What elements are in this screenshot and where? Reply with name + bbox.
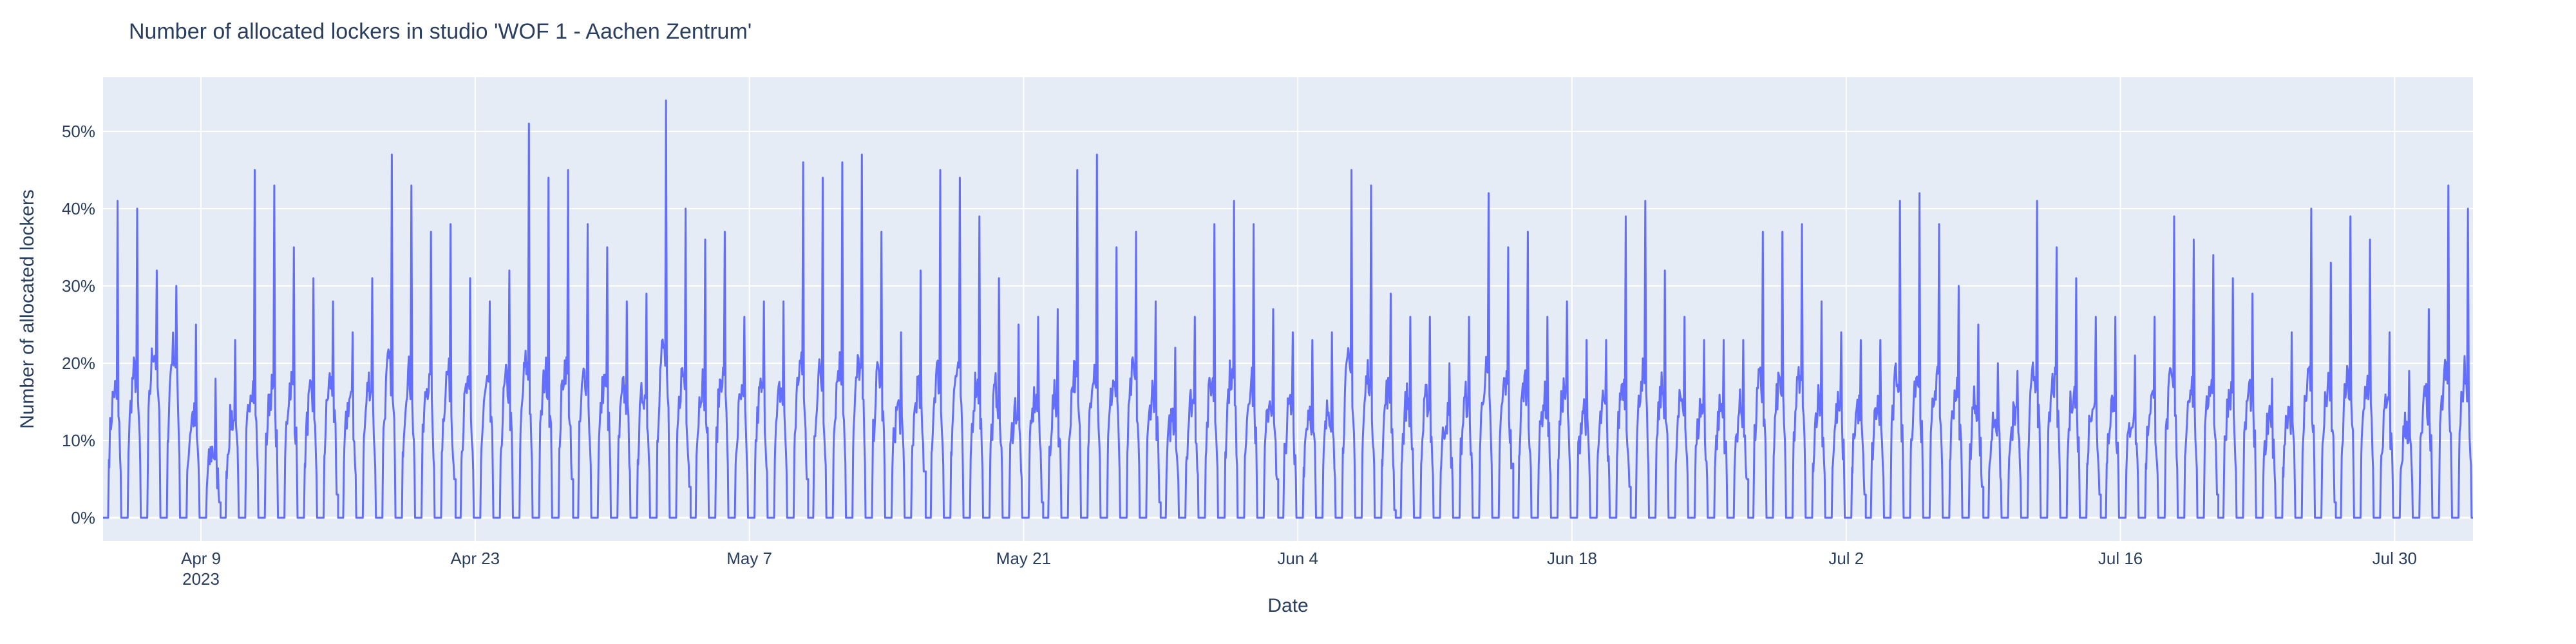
y-axis-label: Number of allocated lockers [17,189,38,429]
chart-title: Number of allocated lockers in studio 'W… [129,19,752,44]
x-tick-label: May 21 [996,549,1051,568]
x-tick-label: Jun 18 [1547,549,1597,568]
y-tick-label: 20% [62,354,95,373]
x-tick-label: Jun 4 [1277,549,1318,568]
x-axis-label: Date [1267,595,1308,616]
y-tick-label: 0% [71,508,95,527]
y-tick-label: 50% [62,122,95,141]
y-tick-label: 10% [62,431,95,450]
x-tick-label: Jul 2 [1828,549,1864,568]
x-tick-label: Apr 9 [181,549,221,568]
x-tick-label: Jul 16 [2098,549,2143,568]
x-tick-label: Jul 30 [2372,549,2417,568]
y-tick-label: 30% [62,276,95,296]
series-line [103,99,2473,519]
y-axis-ticks: 0% 10% 20% 30% 40% 50% [62,122,95,527]
x-tick-sublabel: 2023 [182,569,220,589]
plot-area [103,77,2473,541]
x-tick-label: Apr 23 [451,549,500,568]
x-tick-label: May 7 [726,549,772,568]
y-tick-label: 40% [62,199,95,218]
